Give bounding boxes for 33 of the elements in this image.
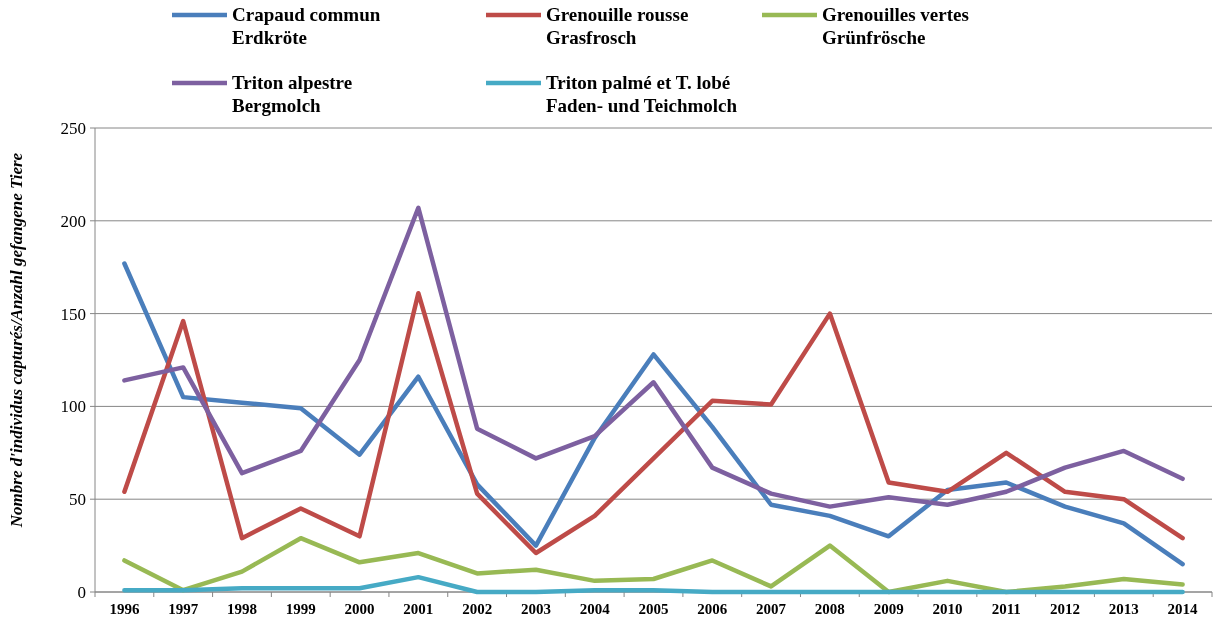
x-tick-label: 2000	[344, 601, 375, 617]
line-series	[122, 205, 1185, 509]
x-tick-label: 2008	[814, 601, 845, 617]
legend-label: Triton alpestre Bergmolch	[232, 72, 353, 116]
x-tick-label: 2003	[520, 601, 551, 617]
x-tick-label: 2013	[1108, 601, 1139, 617]
y-tick-label: 250	[60, 118, 86, 138]
y-tick-label: 150	[60, 304, 86, 324]
x-tick-label: 1996	[109, 601, 140, 617]
x-tick-label: 2001	[403, 601, 434, 617]
x-tick-label: 1998	[226, 601, 257, 617]
x-tick-label: 2006	[697, 601, 728, 617]
x-tick-label: 2012	[1050, 601, 1081, 617]
x-tick-label: 2010	[932, 601, 963, 617]
y-tick-label: 0	[77, 582, 86, 602]
legend-label: Grenouille rousse Grasfrosch	[546, 4, 689, 48]
x-tick-label: 2002	[462, 601, 493, 617]
x-tick-label: 2009	[873, 601, 904, 617]
y-tick-label: 100	[60, 397, 86, 417]
x-tick-label: 2014	[1167, 601, 1199, 617]
x-tick-label: 1999	[285, 601, 316, 617]
legend-label: Triton palmé et T. lobé Faden- und Teichmolch	[546, 72, 738, 116]
x-tick-label: 2007	[756, 601, 787, 617]
x-tick-label: 2005	[638, 601, 669, 617]
legend-label: Crapaud commun Erdkröte	[232, 4, 381, 48]
y-tick-label: 200	[60, 211, 86, 231]
x-tick-label: 1997	[168, 601, 199, 617]
line-series	[122, 574, 1185, 595]
legend-label: Grenouilles vertes Grünfrösche	[822, 4, 969, 48]
x-tick-label: 2011	[991, 601, 1021, 617]
x-tick-label: 2004	[579, 601, 611, 617]
y-tick-label: 50	[69, 490, 86, 510]
y-axis-title: Nombre d'individus capturés/Anzahl gefangene Tiere	[7, 152, 26, 529]
